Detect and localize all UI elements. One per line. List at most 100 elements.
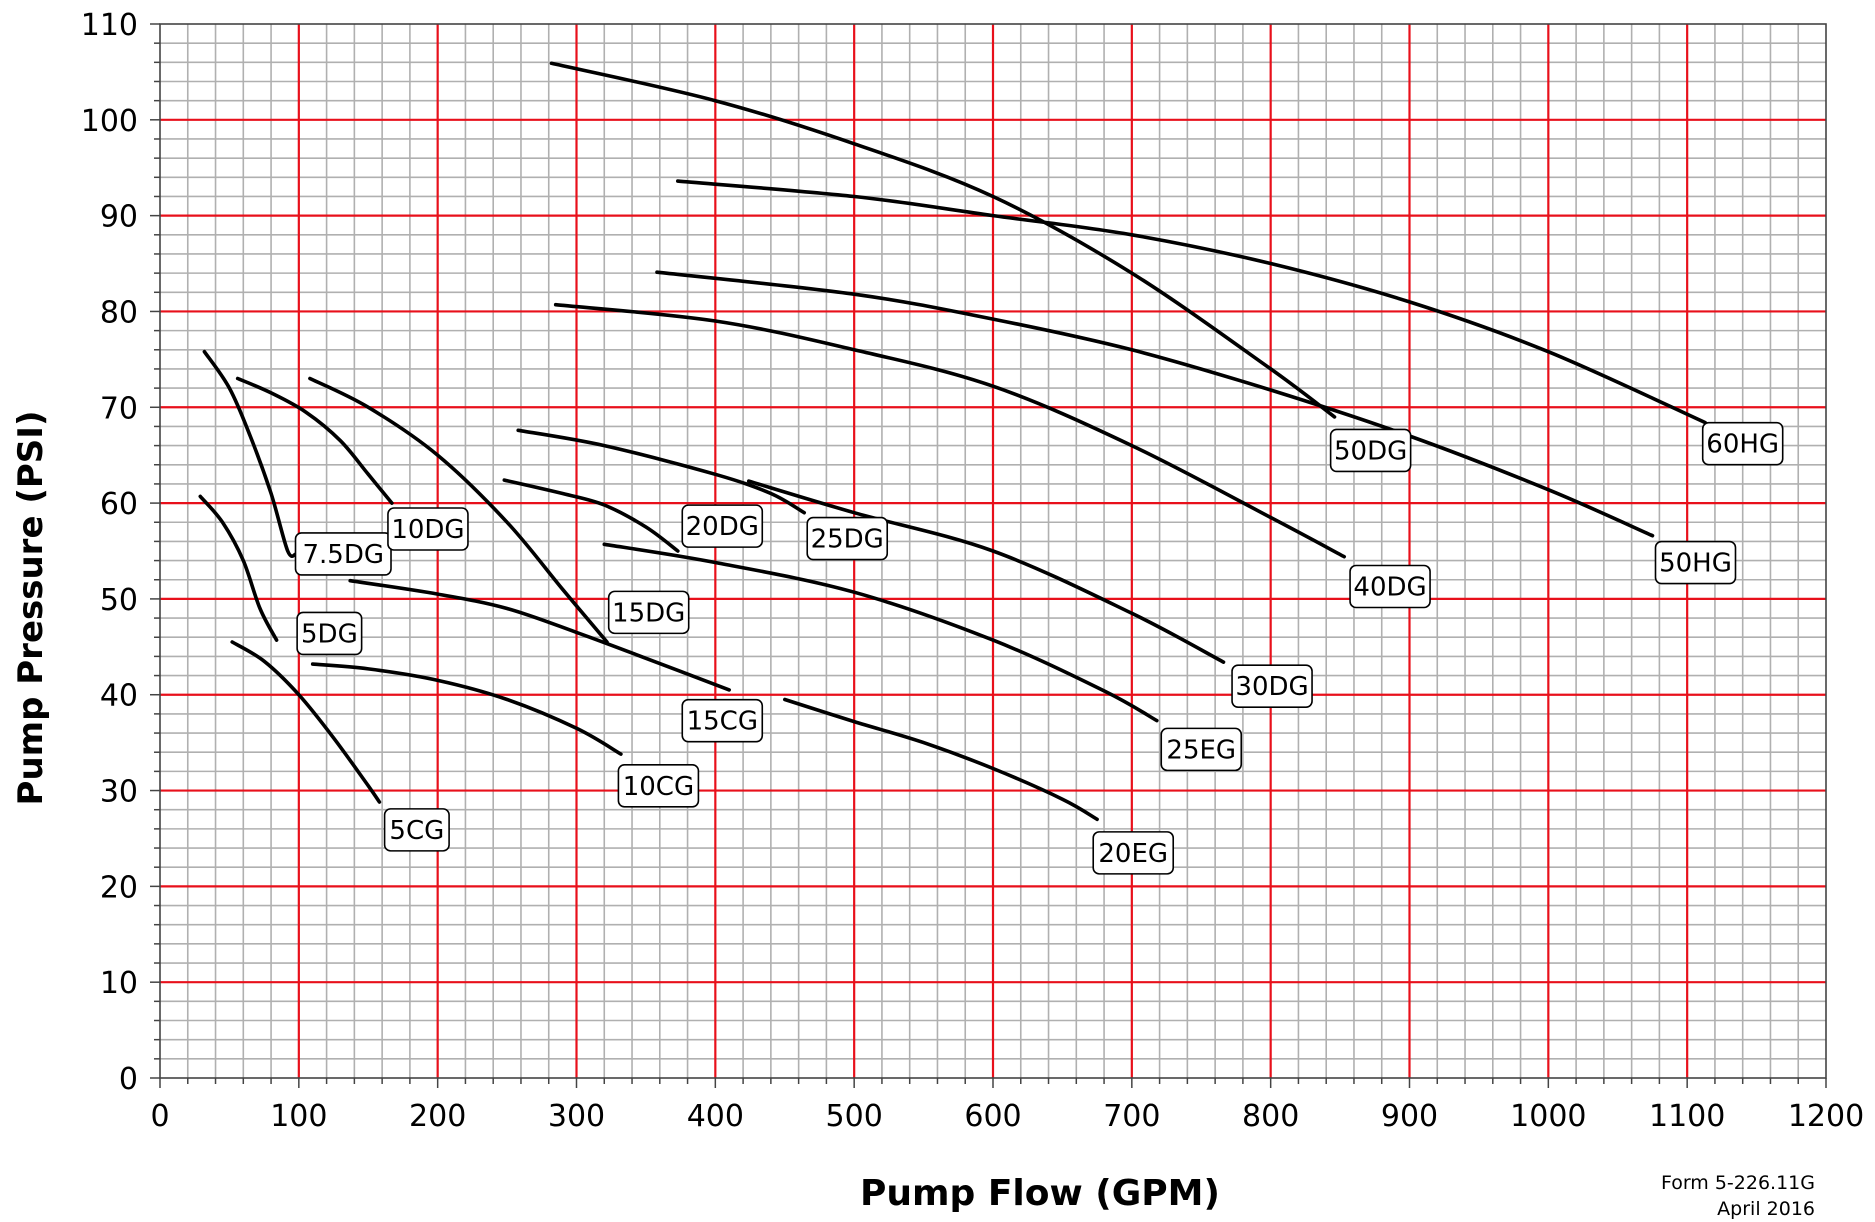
- curve-label-text: 50HG: [1659, 549, 1732, 579]
- curve-40dg: [553, 302, 1346, 559]
- form-date: April 2016: [1717, 1198, 1815, 1220]
- x-tick-label: 1000: [1510, 1099, 1586, 1134]
- x-axis-label: Pump Flow (GPM): [860, 1173, 1220, 1212]
- curve-label-box: [681, 504, 764, 548]
- curve-label-20eg: 20EG: [1092, 831, 1175, 875]
- y-tick-label: 50: [100, 583, 138, 618]
- x-tick-label: 900: [1381, 1099, 1438, 1134]
- curve-5cg: [230, 640, 382, 804]
- curve-label-50hg: 50HG: [1654, 540, 1737, 585]
- curve-label-box: [1160, 727, 1243, 772]
- curve-7-5dg: [202, 349, 298, 559]
- y-tick-label: 100: [81, 104, 138, 139]
- curve-10dg: [235, 376, 394, 505]
- y-tick-label: 0: [119, 1062, 138, 1097]
- curve-label-text: 25EG: [1166, 735, 1236, 765]
- x-tick-label: 1100: [1649, 1099, 1725, 1134]
- y-tick-label: 10: [100, 966, 138, 1001]
- curve-5dg: [198, 494, 279, 642]
- curve-25eg: [602, 542, 1159, 723]
- curve-label-text: 30DG: [1235, 672, 1308, 702]
- curve-label-7-5dg: 7.5DG: [294, 532, 392, 576]
- y-tick-label: 60: [100, 487, 138, 522]
- curve-20dg: [502, 478, 680, 553]
- curve-label-5cg: 5CG: [383, 808, 450, 852]
- y-tick-label: 70: [100, 391, 138, 426]
- curve-label-25dg: 25DG: [806, 516, 889, 561]
- curve-label-box: [806, 516, 889, 561]
- curve-15dg: [308, 376, 609, 644]
- curve-label-15cg: 15CG: [681, 698, 764, 743]
- curve-label-box: [681, 698, 764, 743]
- curve-10cg: [310, 662, 623, 756]
- y-axis-label: Pump Pressure (PSI): [11, 411, 51, 806]
- y-tick-label: 20: [100, 870, 138, 905]
- x-tick-label: 800: [1242, 1099, 1299, 1134]
- curve-label-text: 20EG: [1098, 839, 1168, 869]
- curve-25dg: [516, 428, 806, 515]
- curve-label-box: [617, 763, 700, 808]
- curve-label-box: [1231, 664, 1313, 708]
- curve-label-text: 15CG: [687, 707, 758, 737]
- curve-label-text: 50DG: [1334, 436, 1407, 466]
- curve-label-box: [294, 532, 392, 576]
- form-number: Form 5-226.11G: [1660, 1172, 1815, 1194]
- x-tick-label: 300: [548, 1099, 605, 1134]
- curve-label-30dg: 30DG: [1231, 664, 1313, 708]
- x-tick-label: 0: [150, 1099, 169, 1134]
- curve-50dg: [549, 61, 1337, 419]
- curve-label-text: 20DG: [686, 512, 759, 542]
- curve-label-box: [1329, 428, 1412, 473]
- pump-curves: [198, 61, 1707, 822]
- curve-label-box: [1349, 564, 1431, 609]
- curve-20eg: [783, 697, 1099, 822]
- x-tick-label: 100: [270, 1099, 327, 1134]
- curve-label-box: [1701, 421, 1784, 466]
- y-tick-labels: 0 10 20 30 40 50 60 70 80 90 100 110: [81, 8, 138, 1097]
- major-grid: [160, 24, 1826, 1078]
- curve-label-10dg: 10DG: [387, 507, 469, 551]
- axes: [150, 23, 1827, 1088]
- curve-15cg: [348, 578, 731, 692]
- curve-label-10cg: 10CG: [617, 763, 700, 808]
- curve-label-text: 10CG: [623, 772, 694, 802]
- curve-label-box: [607, 590, 690, 635]
- curve-label-20dg: 20DG: [681, 504, 764, 548]
- curve-30dg: [746, 479, 1226, 664]
- y-tick-label: 80: [100, 295, 138, 330]
- curve-label-box: [1654, 540, 1737, 585]
- curve-60hg: [676, 179, 1707, 425]
- curve-label-text: 5DG: [301, 619, 358, 649]
- x-tick-label: 700: [1103, 1099, 1160, 1134]
- curve-label-box: [387, 507, 469, 551]
- curve-label-text: 7.5DG: [302, 540, 384, 570]
- curve-label-text: 5CG: [389, 816, 444, 846]
- curve-label-box: [1092, 831, 1175, 875]
- x-tick-label: 200: [409, 1099, 466, 1134]
- curve-label-60hg: 60HG: [1701, 421, 1784, 466]
- curve-label-40dg: 40DG: [1349, 564, 1431, 609]
- y-tick-label: 30: [100, 775, 138, 810]
- y-tick-label: 90: [100, 200, 138, 235]
- x-tick-label: 1200: [1788, 1099, 1864, 1134]
- curve-label-box: [383, 808, 450, 852]
- x-tick-label: 600: [964, 1099, 1021, 1134]
- curve-label-15dg: 15DG: [607, 590, 690, 635]
- curve-label-text: 10DG: [391, 515, 464, 545]
- curve-label-box: [296, 611, 363, 656]
- curve-label-text: 15DG: [612, 598, 685, 628]
- x-tick-label: 400: [687, 1099, 744, 1134]
- x-tick-labels: 0 100 200 300 400 500 600 700 800 900 1000 1100 1200: [150, 1099, 1864, 1134]
- curve-50hg: [655, 270, 1655, 538]
- curve-label-text: 40DG: [1353, 572, 1426, 602]
- curve-label-text: 25DG: [811, 525, 884, 555]
- y-tick-label: 110: [81, 8, 138, 43]
- x-tick-label: 500: [826, 1099, 883, 1134]
- curve-label-5dg: 5DG: [296, 611, 363, 656]
- y-tick-label: 40: [100, 679, 138, 714]
- curve-label-50dg: 50DG: [1329, 428, 1412, 473]
- form-footer: Form 5-226.11G April 2016: [1661, 1170, 1815, 1222]
- curve-label-25eg: 25EG: [1160, 727, 1243, 772]
